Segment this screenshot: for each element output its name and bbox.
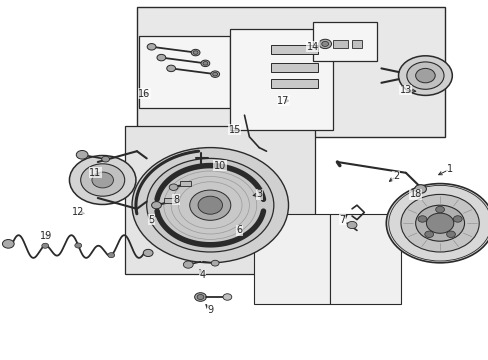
Bar (351, 40, 361, 48)
Circle shape (92, 172, 113, 188)
Circle shape (400, 194, 478, 252)
Circle shape (321, 41, 328, 46)
Text: 1: 1 (446, 164, 452, 174)
Circle shape (414, 185, 426, 193)
Circle shape (191, 49, 200, 56)
Bar (254, 214, 329, 304)
Text: 8: 8 (173, 195, 179, 205)
Circle shape (346, 221, 356, 229)
Bar (271, 79, 317, 88)
Circle shape (157, 54, 165, 61)
Text: 12: 12 (72, 207, 84, 217)
Circle shape (102, 156, 109, 162)
Text: 3: 3 (256, 189, 262, 199)
Circle shape (107, 253, 114, 258)
Circle shape (143, 249, 153, 257)
Circle shape (203, 62, 207, 65)
Text: 2: 2 (392, 171, 398, 181)
Circle shape (415, 68, 434, 83)
Circle shape (197, 294, 203, 300)
Text: 19: 19 (40, 231, 53, 241)
Circle shape (198, 196, 222, 214)
Bar (163, 198, 176, 203)
Circle shape (189, 190, 230, 220)
Circle shape (193, 51, 198, 54)
Circle shape (211, 260, 219, 266)
Text: 14: 14 (306, 42, 319, 52)
Circle shape (426, 213, 453, 233)
Text: 6: 6 (236, 225, 242, 235)
Bar (180, 181, 191, 186)
Circle shape (386, 184, 488, 263)
Text: 15: 15 (228, 125, 241, 135)
Text: 7: 7 (339, 215, 345, 225)
Bar (333, 40, 347, 48)
Circle shape (417, 216, 426, 222)
Circle shape (406, 62, 443, 89)
Circle shape (146, 158, 273, 252)
Circle shape (201, 60, 209, 67)
Circle shape (41, 243, 49, 248)
Text: 16: 16 (138, 89, 150, 99)
Circle shape (424, 231, 433, 238)
Text: 11: 11 (89, 168, 102, 178)
Text: 17: 17 (277, 96, 289, 106)
Text: 13: 13 (399, 85, 411, 95)
Circle shape (194, 293, 206, 301)
Circle shape (435, 206, 444, 213)
Text: 4: 4 (200, 270, 205, 280)
Circle shape (166, 65, 175, 72)
Circle shape (210, 71, 219, 77)
Circle shape (415, 205, 464, 241)
Circle shape (132, 148, 288, 263)
Bar (329, 214, 400, 304)
Text: 9: 9 (207, 305, 213, 315)
Circle shape (81, 164, 124, 196)
Bar (124, 126, 315, 274)
Circle shape (151, 202, 161, 209)
Bar (312, 22, 376, 61)
Circle shape (69, 156, 136, 204)
Circle shape (223, 294, 231, 300)
Circle shape (169, 184, 178, 190)
Circle shape (212, 72, 217, 76)
Circle shape (147, 44, 156, 50)
Circle shape (398, 56, 451, 95)
Bar (137, 7, 444, 137)
Circle shape (2, 239, 14, 248)
Text: 5: 5 (148, 215, 154, 225)
Circle shape (452, 216, 461, 222)
Bar (271, 45, 317, 54)
Text: 10: 10 (213, 161, 226, 171)
Circle shape (318, 39, 331, 49)
Bar (229, 29, 332, 130)
Circle shape (446, 231, 454, 238)
Text: 18: 18 (408, 189, 421, 199)
Circle shape (75, 243, 81, 248)
Bar (271, 63, 317, 72)
Circle shape (183, 261, 193, 268)
Bar (139, 36, 229, 108)
Circle shape (76, 150, 88, 159)
